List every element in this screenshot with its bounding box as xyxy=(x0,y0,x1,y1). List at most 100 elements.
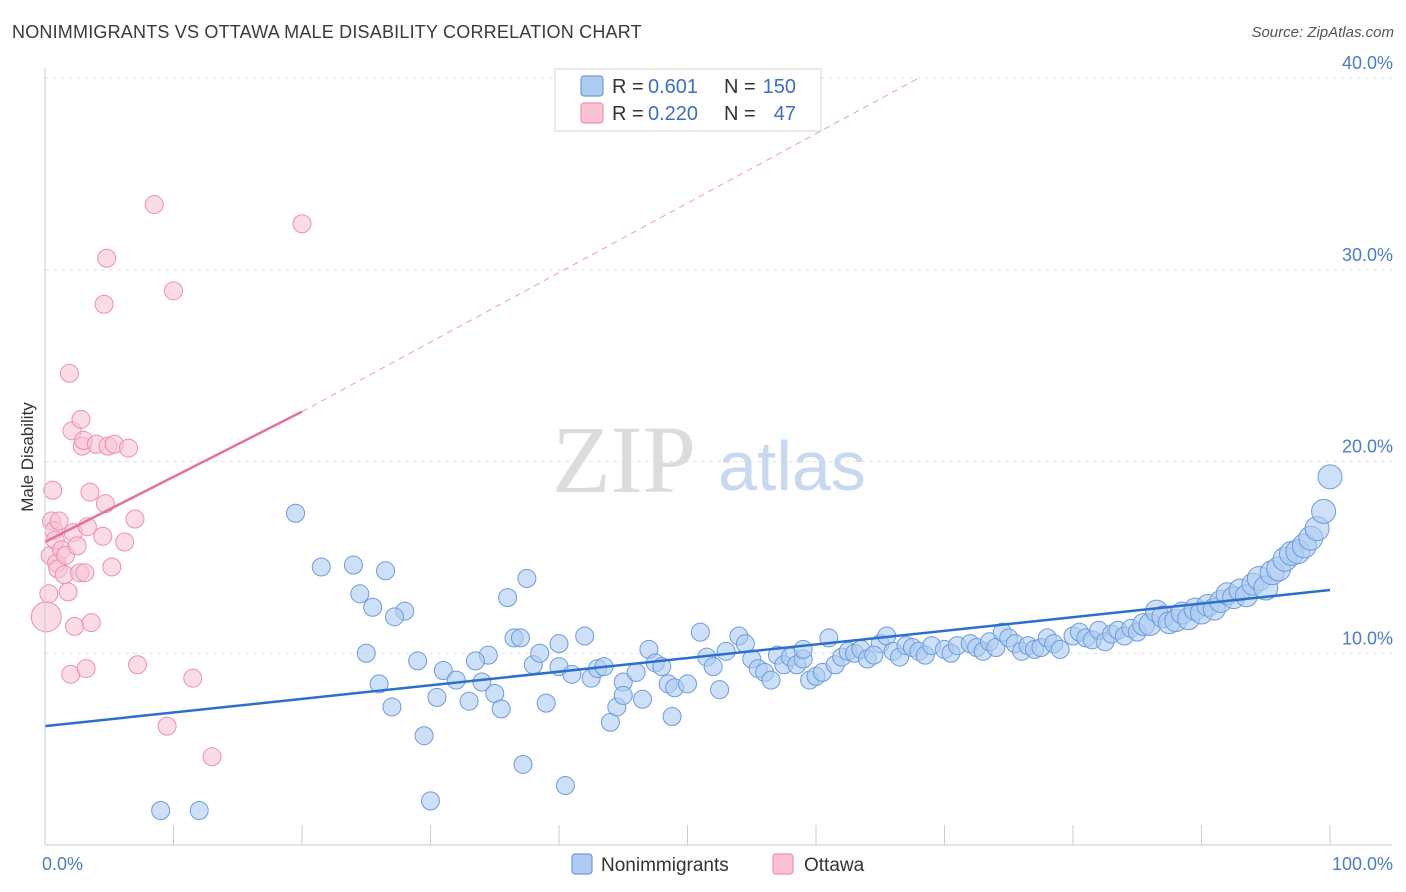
ottawa-point xyxy=(119,438,139,458)
ottawa-point xyxy=(157,716,177,736)
legend: R = 0.601 N = 150 R = 0.220 N = 47 xyxy=(554,68,822,132)
y-tick-label: 20.0% xyxy=(1342,437,1393,457)
nonimmigrants-point xyxy=(408,651,428,671)
ottawa-point xyxy=(58,582,78,602)
ottawa-point xyxy=(292,214,312,234)
nonimmigrants-point xyxy=(369,674,389,694)
nonimmigrants-point xyxy=(549,634,569,654)
legend-n-label-1: N = xyxy=(724,76,756,98)
legend-n-value-1: 150 xyxy=(763,76,796,98)
ottawa-point xyxy=(93,526,113,546)
ottawa-point xyxy=(95,494,115,514)
ottawa-point xyxy=(94,294,114,314)
nonimmigrants-point xyxy=(690,622,710,642)
legend-r-value-1: 0.601 xyxy=(648,76,698,98)
nonimmigrants-point xyxy=(151,800,171,820)
ottawa-point xyxy=(202,747,222,767)
x-tick-label: 0.0% xyxy=(42,854,83,874)
ottawa-point xyxy=(65,616,85,636)
nonimmigrants-point xyxy=(1317,464,1343,490)
ottawa-point xyxy=(115,532,135,552)
nonimmigrants-point xyxy=(446,670,466,690)
legend-r-label-1: R = xyxy=(612,76,644,98)
legend-r-value-2: 0.220 xyxy=(648,103,698,125)
legend-swatch-pink xyxy=(580,102,604,124)
bottom-legend-swatch-ottawa xyxy=(772,853,794,875)
chart-source: Source: ZipAtlas.com xyxy=(1251,24,1394,41)
nonimmigrants-point xyxy=(343,555,363,575)
legend-swatch-blue xyxy=(580,75,604,97)
points-layer xyxy=(30,195,1343,820)
axes-layer: 10.0% 20.0% 30.0% 40.0% 0.0% 100.0% xyxy=(42,53,1393,874)
nonimmigrants-point xyxy=(626,662,646,682)
ottawa-point xyxy=(39,584,59,604)
watermark-atlas: atlas xyxy=(718,427,866,505)
ottawa-point xyxy=(81,613,101,633)
nonimmigrants-point xyxy=(491,699,511,719)
ottawa-point xyxy=(71,409,91,429)
nonimmigrants-point xyxy=(433,661,453,681)
nonimmigrants-point xyxy=(536,693,556,713)
nonimmigrants-point xyxy=(633,689,653,709)
nonimmigrants-point xyxy=(1050,639,1070,659)
y-tick-label: 40.0% xyxy=(1342,53,1393,73)
watermark: ZIP atlas xyxy=(552,406,866,513)
legend-n-label-2: N = xyxy=(724,103,756,125)
nonimmigrants-point xyxy=(530,643,550,663)
ottawa-point xyxy=(183,668,203,688)
nonimmigrants-point xyxy=(710,680,730,700)
ottawa-point xyxy=(144,195,164,215)
nonimmigrants-point xyxy=(662,707,682,727)
nonimmigrants-point xyxy=(864,645,884,665)
nonimmigrants-point xyxy=(575,626,595,646)
ottawa-point xyxy=(128,655,148,675)
ottawa-point xyxy=(80,482,100,502)
nonimmigrants-point xyxy=(382,697,402,717)
nonimmigrants-point xyxy=(286,503,306,523)
nonimmigrants-point xyxy=(678,674,697,694)
ottawa-point xyxy=(75,563,95,583)
ottawa-point xyxy=(43,480,63,500)
nonimmigrants-point xyxy=(517,568,537,588)
nonimmigrants-point xyxy=(459,691,479,711)
ottawa-point xyxy=(59,363,79,383)
ottawa-point xyxy=(76,659,96,679)
grid-layer xyxy=(45,77,1392,654)
ottawa-point xyxy=(102,557,122,577)
ottawa-point xyxy=(30,601,62,633)
nonimmigrants-point xyxy=(385,607,405,627)
nonimmigrants-point xyxy=(465,651,485,671)
bottom-legend: Nonimmigrants Ottawa xyxy=(571,853,865,876)
nonimmigrants-point xyxy=(613,685,633,705)
nonimmigrants-point xyxy=(363,597,383,617)
x-tick-label: 100.0% xyxy=(1332,854,1393,874)
bottom-legend-label-ottawa: Ottawa xyxy=(804,855,865,876)
bottom-legend-label-nonimmigrants: Nonimmigrants xyxy=(601,855,729,876)
nonimmigrants-point xyxy=(356,643,376,663)
nonimmigrants-point xyxy=(555,776,575,796)
nonimmigrants-point xyxy=(414,726,434,746)
nonimmigrants-point xyxy=(761,670,781,690)
nonimmigrants-point xyxy=(513,754,533,774)
ottawa-point xyxy=(164,281,183,301)
nonimmigrants-point xyxy=(421,791,440,811)
nonimmigrants-point xyxy=(1311,498,1337,524)
y-tick-label: 10.0% xyxy=(1342,628,1393,648)
nonimmigrants-point xyxy=(716,641,736,661)
nonimmigrants-point xyxy=(793,639,813,659)
ottawa-point xyxy=(49,511,69,531)
nonimmigrants-trend-line xyxy=(44,588,1331,728)
legend-n-value-2: 47 xyxy=(774,103,796,125)
nonimmigrants-point xyxy=(562,664,582,684)
nonimmigrants-point xyxy=(350,584,370,604)
nonimmigrants-point xyxy=(498,588,518,608)
nonimmigrants-point xyxy=(189,800,209,820)
nonimmigrants-point xyxy=(510,628,530,648)
trend-layer xyxy=(301,77,920,413)
ottawa-trend-extension xyxy=(301,77,920,413)
bottom-legend-swatch-nonimmigrants xyxy=(571,853,593,875)
y-tick-label: 30.0% xyxy=(1342,245,1393,265)
legend-r-label-2: R = xyxy=(612,103,644,125)
nonimmigrants-point xyxy=(703,657,723,677)
